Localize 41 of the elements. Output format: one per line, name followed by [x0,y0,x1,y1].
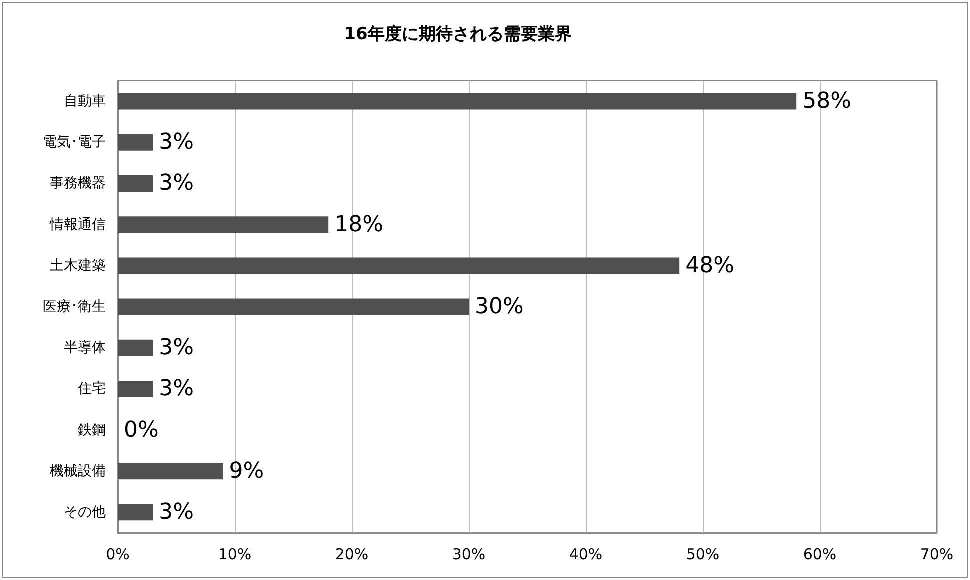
y-tick-label: 自動車 [64,94,106,110]
x-tick-label: 50% [686,546,720,564]
y-tick-label: 住宅 [77,381,106,398]
data-label: 3% [159,500,194,525]
data-label: 3% [159,130,194,156]
x-tick-label: 30% [452,546,486,564]
data-label: 0% [124,418,159,443]
data-label: 58% [802,89,852,114]
chart-title: 16年度に期待される需要業界 [344,24,572,44]
bar [118,216,329,234]
bar [118,93,797,110]
x-tick-label: 40% [569,546,603,564]
bar [118,340,154,356]
data-label: 18% [334,212,384,238]
y-tick-label: 事務機器 [50,176,106,192]
x-tick-label: 0% [106,546,130,564]
y-tick-label: 医療･衛生 [43,299,106,315]
x-tick-label: 60% [803,546,837,564]
y-tick-label: 電気･電子 [43,134,106,151]
y-tick-label: 鉄鋼 [78,422,106,438]
y-tick-label: その他 [64,504,106,520]
data-label: 3% [159,376,194,402]
bar [118,463,224,480]
data-label: 9% [229,458,264,484]
bar [118,176,154,192]
bar [118,258,680,274]
y-tick-label: 機械設備 [50,463,106,480]
y-tick-label: 土木建築 [50,258,106,274]
y-tick-label: 半導体 [64,340,106,356]
bar [118,504,154,521]
bar [118,298,469,316]
data-label: 30% [475,294,524,320]
data-label: 3% [159,336,194,361]
y-tick-label: 情報通信 [49,216,106,233]
data-label: 48% [686,253,735,278]
bar [118,134,154,151]
x-tick-label: 10% [218,546,252,564]
x-tick-label: 20% [335,546,369,564]
data-label: 3% [159,171,194,196]
bar [118,380,154,398]
x-tick-label: 70% [920,546,954,564]
